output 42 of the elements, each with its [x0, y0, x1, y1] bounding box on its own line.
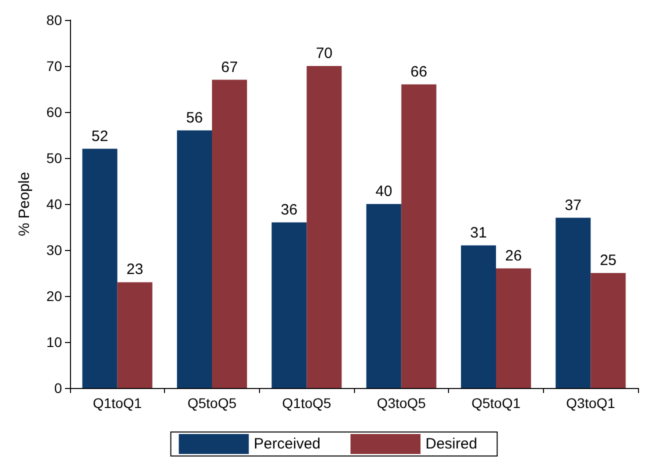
data-label: 26 — [505, 247, 522, 264]
bar — [212, 80, 248, 388]
bar — [496, 268, 532, 388]
data-label: 40 — [375, 183, 392, 200]
bar — [556, 218, 591, 388]
y-axis-title: % People — [16, 172, 33, 236]
data-label: 66 — [410, 63, 428, 80]
y-tick-label: 10 — [46, 334, 62, 350]
bar — [272, 222, 307, 388]
data-label: 70 — [316, 45, 333, 62]
data-label: 52 — [91, 128, 108, 145]
bar — [401, 84, 436, 388]
y-tick-label: 40 — [46, 196, 62, 212]
data-label: 37 — [564, 196, 582, 214]
bar — [366, 204, 402, 388]
x-tick-label: Q3toQ5 — [376, 395, 426, 411]
data-label: 23 — [126, 261, 144, 278]
data-label: 36 — [280, 201, 298, 218]
data-label: 31 — [470, 224, 487, 242]
y-tick-label: 60 — [46, 104, 62, 120]
data-label: 56 — [186, 109, 203, 126]
y-tick-label: 70 — [46, 58, 62, 74]
x-tick-label: Q3toQ1 — [566, 395, 616, 411]
bar — [117, 282, 152, 388]
data-label: 25 — [600, 252, 617, 269]
x-tick-label: Q1toQ1 — [92, 395, 142, 411]
legend-label: Perceived — [254, 436, 321, 452]
y-tick-label: 20 — [46, 288, 62, 304]
y-tick-label: 0 — [54, 380, 62, 396]
bar — [176, 130, 212, 388]
data-label: 67 — [221, 58, 238, 76]
bar — [590, 273, 626, 388]
y-tick-label: 50 — [46, 150, 62, 166]
x-tick-label: Q5toQ5 — [187, 395, 237, 411]
x-tick-label: Q5toQ1 — [471, 395, 521, 411]
legend-label: Desired — [426, 436, 478, 452]
bar — [306, 66, 342, 388]
y-tick-label: 30 — [46, 242, 62, 258]
y-tick-label: 80 — [46, 12, 62, 28]
bar — [82, 148, 118, 388]
bar — [460, 245, 496, 388]
x-tick-label: Q1toQ5 — [282, 395, 332, 411]
